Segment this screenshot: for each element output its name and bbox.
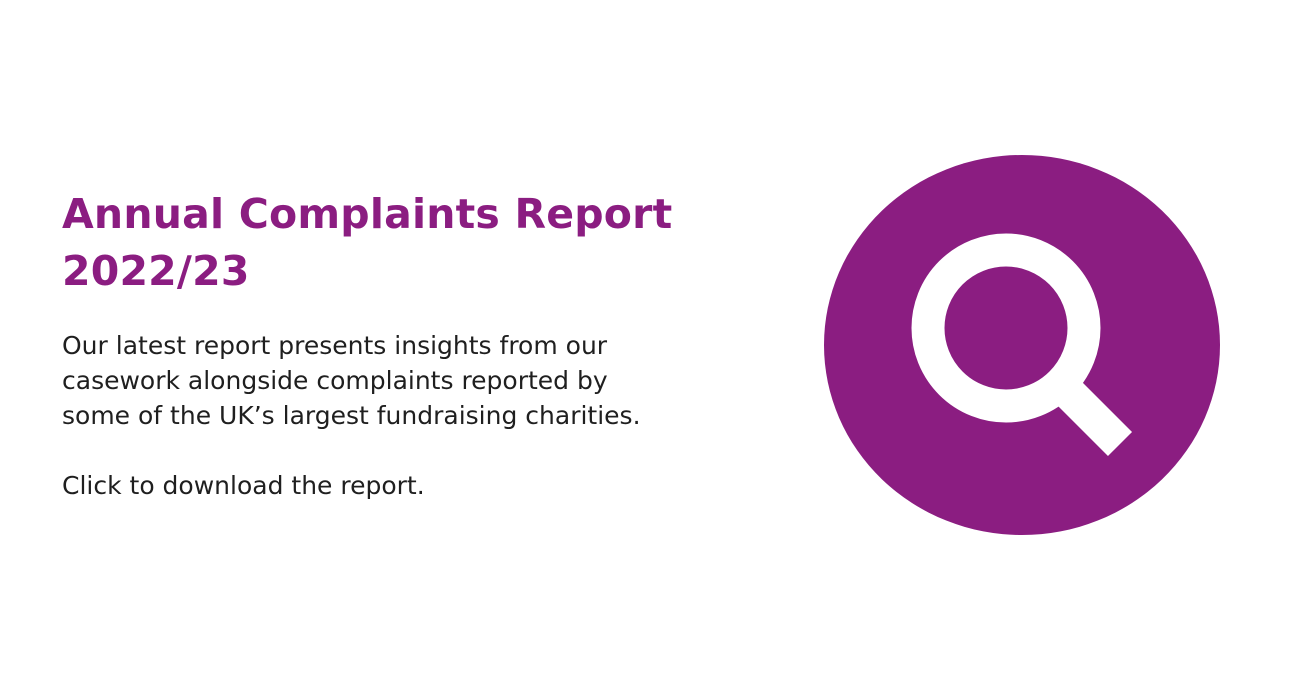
description-line: Our latest report presents insights from… (62, 331, 608, 360)
description-line: some of the UK’s largest fundraising cha… (62, 401, 641, 430)
title-line: 2022/23 (62, 247, 250, 295)
description-line: casework alongside complaints reported b… (62, 366, 608, 395)
magnifier-handle (1055, 379, 1133, 457)
magnifier-ring (911, 233, 1101, 423)
title-line: Annual Complaints Report (62, 190, 673, 238)
download-link[interactable]: Click to download the report. (62, 471, 425, 500)
description: Our latest report presents insights from… (62, 328, 641, 433)
icon-circle (824, 155, 1220, 535)
title: Annual Complaints Report 2022/23 (62, 186, 672, 300)
